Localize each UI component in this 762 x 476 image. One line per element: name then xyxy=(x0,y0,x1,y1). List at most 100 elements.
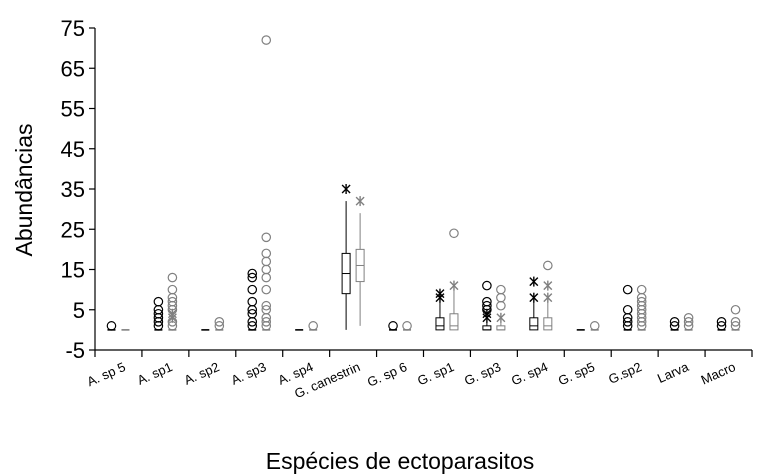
outlier-point xyxy=(308,321,318,331)
outlier-point xyxy=(622,317,633,327)
outlier-point xyxy=(167,296,178,307)
outlier-point xyxy=(636,284,647,295)
box-group-a xyxy=(435,288,445,331)
y-tick-label: 35 xyxy=(61,177,85,202)
outlier-point xyxy=(730,304,741,315)
y-tick-label: 55 xyxy=(61,97,85,122)
y-tick-label: 5 xyxy=(73,298,85,323)
box-group-a xyxy=(247,268,258,331)
y-tick-label: 15 xyxy=(61,258,85,283)
outlier-point xyxy=(730,317,741,327)
x-tick-label: G. sp3 xyxy=(462,359,503,388)
box-group-a xyxy=(716,317,727,331)
outlier-point xyxy=(388,321,398,331)
outlier-point xyxy=(153,308,164,319)
axes xyxy=(94,28,752,351)
outlier-point xyxy=(669,321,680,331)
x-tick-label: G. sp5 xyxy=(556,359,597,388)
y-ticks: -5 5 15 25 35 45 55 65 75 xyxy=(61,16,95,363)
box xyxy=(482,325,492,331)
outlier-point xyxy=(496,292,506,303)
x-tick-label: G.sp2 xyxy=(606,359,644,387)
box-group-a xyxy=(341,184,351,330)
outlier-point xyxy=(261,264,272,275)
box-group-b xyxy=(636,284,647,331)
y-tick-label: 75 xyxy=(61,16,85,41)
box-group-b xyxy=(730,304,741,331)
outlier-point xyxy=(683,312,694,323)
box-group-b xyxy=(261,35,272,331)
outlier-point xyxy=(214,317,225,327)
x-tick-label: G. sp 6 xyxy=(365,359,409,390)
outlier-point xyxy=(247,296,258,307)
outlier-point xyxy=(214,321,225,331)
outlier-point xyxy=(716,317,727,327)
box-group-b xyxy=(683,312,694,331)
outlier-point xyxy=(261,248,272,259)
extreme-point xyxy=(543,280,553,291)
x-tick-label: G. sp4 xyxy=(509,359,550,388)
y-tick-label: 65 xyxy=(61,56,85,81)
box-group-b xyxy=(402,321,412,331)
outlier-point xyxy=(261,317,272,327)
outlier-point xyxy=(449,228,459,239)
extreme-point xyxy=(435,288,445,299)
outlier-point xyxy=(261,232,272,243)
outlier-point xyxy=(247,284,258,295)
outlier-point xyxy=(247,308,258,319)
extreme-point xyxy=(482,308,492,319)
extreme-point xyxy=(543,292,553,303)
plot-area xyxy=(106,35,741,331)
box-group-b xyxy=(543,260,553,331)
x-tick-label: A. sp 5 xyxy=(85,359,128,389)
outlier-point xyxy=(167,272,178,283)
box xyxy=(435,317,445,331)
box-group-a xyxy=(106,321,117,331)
y-tick-label: 25 xyxy=(61,217,85,242)
outlier-point xyxy=(261,284,272,295)
x-axis-title: Espécies de ectoparasitos xyxy=(266,448,535,474)
outlier-point xyxy=(482,280,492,291)
box-group-a xyxy=(482,280,492,331)
extreme-point xyxy=(449,280,459,291)
box-group-a xyxy=(153,296,164,331)
outlier-point xyxy=(261,300,272,311)
outlier-point xyxy=(261,304,272,315)
y-axis-title: Abundâncias xyxy=(11,124,37,257)
box-group-b xyxy=(589,321,600,331)
x-tick-label: A. sp1 xyxy=(135,359,175,388)
extreme-point xyxy=(529,276,539,287)
extreme-point xyxy=(496,312,506,323)
outlier-point xyxy=(730,321,741,331)
outlier-point xyxy=(261,256,272,267)
outlier-point xyxy=(482,296,492,307)
outlier-point xyxy=(496,284,506,295)
box-group-b xyxy=(496,284,506,331)
y-tick-label: 45 xyxy=(61,137,85,162)
x-tick-label: Larva xyxy=(655,359,692,386)
outlier-point xyxy=(167,284,178,295)
box xyxy=(543,317,553,331)
outlier-point xyxy=(683,317,694,327)
x-tick-label: G. sp1 xyxy=(415,359,456,388)
box xyxy=(529,317,539,331)
outlier-point xyxy=(622,304,633,315)
outlier-point xyxy=(543,260,553,271)
outlier-point xyxy=(496,300,506,311)
box-group-b xyxy=(355,196,365,326)
outlier-point xyxy=(261,35,272,45)
box-group-b xyxy=(214,317,225,331)
box-group-a xyxy=(669,317,680,331)
outlier-point xyxy=(716,321,727,331)
extreme-point xyxy=(341,184,351,194)
extreme-point xyxy=(167,308,177,319)
extreme-point xyxy=(355,196,365,207)
outlier-point xyxy=(636,296,647,307)
outlier-point xyxy=(247,321,258,331)
box-group-a xyxy=(388,321,398,331)
box-group-a xyxy=(622,284,633,331)
box-group-b xyxy=(167,272,178,331)
outlier-point xyxy=(247,272,258,283)
